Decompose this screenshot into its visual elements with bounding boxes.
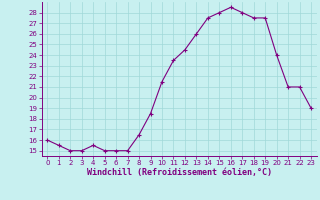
X-axis label: Windchill (Refroidissement éolien,°C): Windchill (Refroidissement éolien,°C) <box>87 168 272 177</box>
